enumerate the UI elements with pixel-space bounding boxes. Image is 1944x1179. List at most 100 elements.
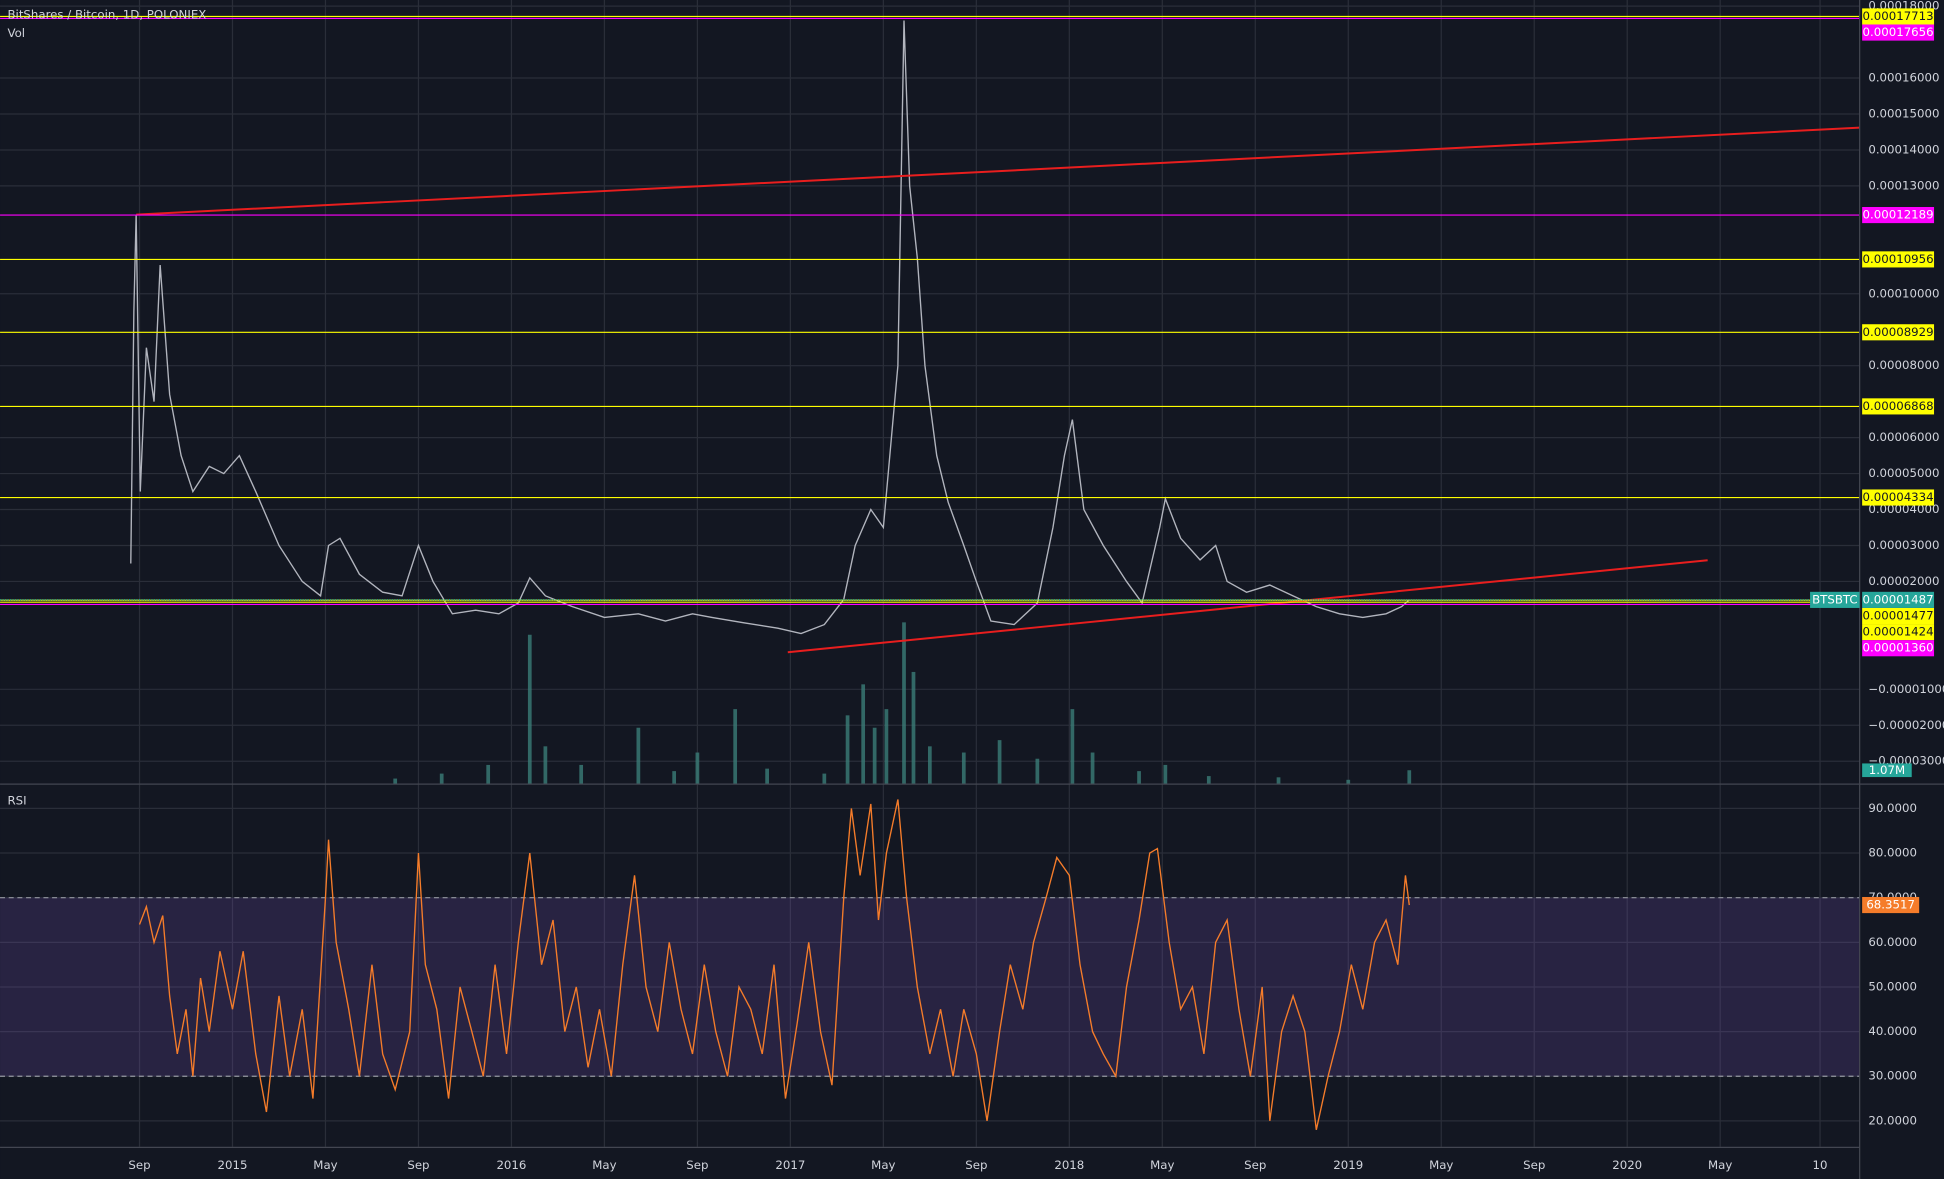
x-tick-label: May — [1429, 1158, 1453, 1172]
price-tag — [1862, 398, 1935, 415]
price-tag — [1862, 8, 1935, 25]
volume-title: Vol — [7, 26, 25, 40]
y-tick-label: 0.00016000 — [1868, 71, 1939, 85]
x-tick-label: Sep — [965, 1158, 987, 1172]
rsi-band — [0, 897, 1860, 1077]
price-tag-label: 0.00001424 — [1863, 625, 1934, 639]
price-tag-label: 0.00001487 — [1863, 592, 1934, 606]
price-tag — [1862, 251, 1935, 268]
x-tick-label: Sep — [407, 1158, 429, 1172]
price-tag-label: 0.00012189 — [1863, 208, 1934, 222]
price-tag — [1862, 607, 1935, 625]
y-tick-label: 0.00008000 — [1868, 358, 1939, 372]
x-tick-label: May — [1708, 1158, 1732, 1172]
volume-tag — [1862, 763, 1912, 778]
volume-bar — [486, 764, 491, 784]
data-line — [138, 799, 1410, 1130]
y-tick-label: −0.00001000 — [1868, 682, 1944, 696]
volume-bar — [927, 746, 932, 784]
price-tag — [1862, 24, 1935, 41]
data-line — [130, 20, 1410, 635]
price-tag-label: 0.00010956 — [1863, 252, 1934, 266]
x-tick-label: 2020 — [1612, 1158, 1642, 1172]
volume-bar — [1035, 758, 1040, 784]
volume-bar — [579, 764, 584, 784]
x-tick-label: May — [1150, 1158, 1174, 1172]
y-tick-label: 0.00003000 — [1868, 538, 1939, 552]
volume-bar — [1163, 764, 1168, 784]
price-tag — [1862, 624, 1935, 641]
y-tick-label: −0.00002000 — [1868, 718, 1944, 732]
volume-bar — [1070, 709, 1075, 784]
y-tick-label: 60.0000 — [1868, 935, 1917, 949]
y-tick-label: 20.0000 — [1868, 1113, 1917, 1127]
volume-bar — [822, 773, 827, 784]
x-tick-label: Sep — [1523, 1158, 1545, 1172]
price-tag-label: 0.00008929 — [1863, 325, 1934, 339]
volume-bar — [861, 684, 866, 784]
plot-area — [0, 15, 1860, 1130]
x-tick-label: May — [313, 1158, 337, 1172]
volume-bar — [1090, 752, 1095, 784]
volume-bar — [961, 752, 966, 784]
y-tick-label: 0.00006000 — [1868, 430, 1939, 444]
y-tick-label: 40.0000 — [1868, 1024, 1917, 1038]
volume-bar — [872, 727, 877, 784]
x-tick-label: May — [871, 1158, 895, 1172]
volume-bar — [765, 768, 769, 784]
y-tick-label: 0.00002000 — [1868, 574, 1939, 588]
volume-bar — [1346, 779, 1351, 784]
volume-bar — [1407, 770, 1412, 784]
symbol-tag-label: BTSBTC — [1812, 592, 1858, 606]
symbol-tag — [1810, 591, 1860, 608]
volume-bar — [672, 771, 677, 784]
x-tick-label: Sep — [128, 1158, 150, 1172]
x-tick-label: Sep — [686, 1158, 708, 1172]
volume-bar — [1206, 776, 1211, 784]
volume-tag-label: 1.07M — [1869, 763, 1905, 777]
price-tag — [1862, 207, 1935, 224]
grid — [0, 0, 1860, 1147]
volume-bar — [902, 622, 906, 784]
price-tag-label: 0.00001477 — [1863, 609, 1934, 623]
volume-bar — [527, 634, 532, 784]
volume-bar — [845, 715, 850, 784]
volume-bar — [911, 671, 916, 784]
price-tag-label: 0.00017656 — [1863, 25, 1934, 39]
y-tick-label: 80.0000 — [1868, 846, 1917, 860]
y-tick-label: 30.0000 — [1868, 1069, 1917, 1083]
x-tick-label: Sep — [1244, 1158, 1266, 1172]
price-tag — [1862, 489, 1935, 506]
price-tag — [1862, 591, 1935, 608]
y-tick-label: 0.00005000 — [1868, 466, 1939, 480]
trendline — [136, 126, 1860, 216]
axis-labels: Sep 2015 May Sep 2016 May Sep 2017 May Sep 2018 May… — [128, 0, 1944, 1172]
chart-title: BitShares / Bitcoin, 1D, POLONIEX — [7, 7, 206, 21]
y-tick-label: 50.0000 — [1868, 979, 1917, 993]
volume-bar — [543, 746, 548, 784]
x-tick-label: 2015 — [218, 1158, 248, 1172]
rsi-tag-label: 68.3517 — [1866, 898, 1915, 912]
volume-bar — [733, 709, 738, 784]
price-tag-label: 0.00017713 — [1863, 9, 1934, 23]
volume-bar — [695, 752, 700, 784]
volume-bar — [439, 773, 444, 784]
rsi-tag — [1862, 896, 1920, 914]
price-tag — [1862, 640, 1935, 657]
volume-bar — [636, 727, 641, 784]
volume-bar — [393, 778, 398, 784]
volume-bar — [884, 709, 889, 784]
volume-bar — [1276, 777, 1281, 784]
volume-bar — [1137, 771, 1141, 784]
x-tick-label: 2018 — [1054, 1158, 1084, 1172]
x-tick-label: 2017 — [775, 1158, 805, 1172]
price-tag-label: 0.00004334 — [1863, 490, 1934, 504]
price-tag-label: 0.00001360 — [1863, 641, 1934, 655]
price-tag — [1862, 324, 1935, 341]
x-tick-label: 2019 — [1333, 1158, 1363, 1172]
x-tick-label: 2016 — [496, 1158, 526, 1172]
y-tick-label: 0.00014000 — [1868, 142, 1939, 156]
y-tick-label: 0.00013000 — [1868, 178, 1939, 192]
